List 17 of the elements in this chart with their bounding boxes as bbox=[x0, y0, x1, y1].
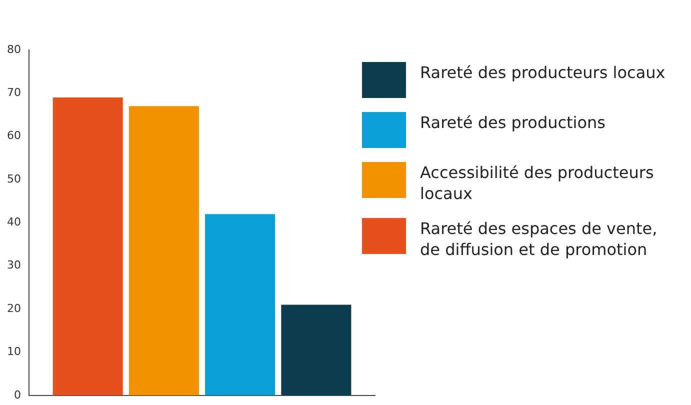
legend-label: Rareté des espaces de vente, de diffusion et de promotion bbox=[420, 218, 658, 260]
bar bbox=[52, 97, 123, 396]
legend-label: Rareté des producteurs locaux bbox=[420, 62, 666, 83]
bar bbox=[128, 106, 199, 396]
y-tick-label: 70 bbox=[6, 86, 21, 100]
y-tick-label: 80 bbox=[6, 42, 21, 56]
y-tick-label: 10 bbox=[6, 345, 21, 358]
y-tick-label: 0 bbox=[14, 388, 21, 402]
bar bbox=[205, 214, 276, 396]
legend-label: Accessibilité des producteurs locaux bbox=[420, 162, 655, 204]
y-tick-label: 40 bbox=[6, 216, 21, 229]
bar bbox=[281, 304, 352, 396]
legend-label: Rareté des productions bbox=[420, 112, 606, 133]
y-tick-label: 50 bbox=[6, 172, 21, 186]
y-tick-label: 20 bbox=[6, 302, 21, 315]
y-tick-label: 60 bbox=[6, 129, 21, 142]
y-tick-label: 30 bbox=[6, 258, 21, 272]
